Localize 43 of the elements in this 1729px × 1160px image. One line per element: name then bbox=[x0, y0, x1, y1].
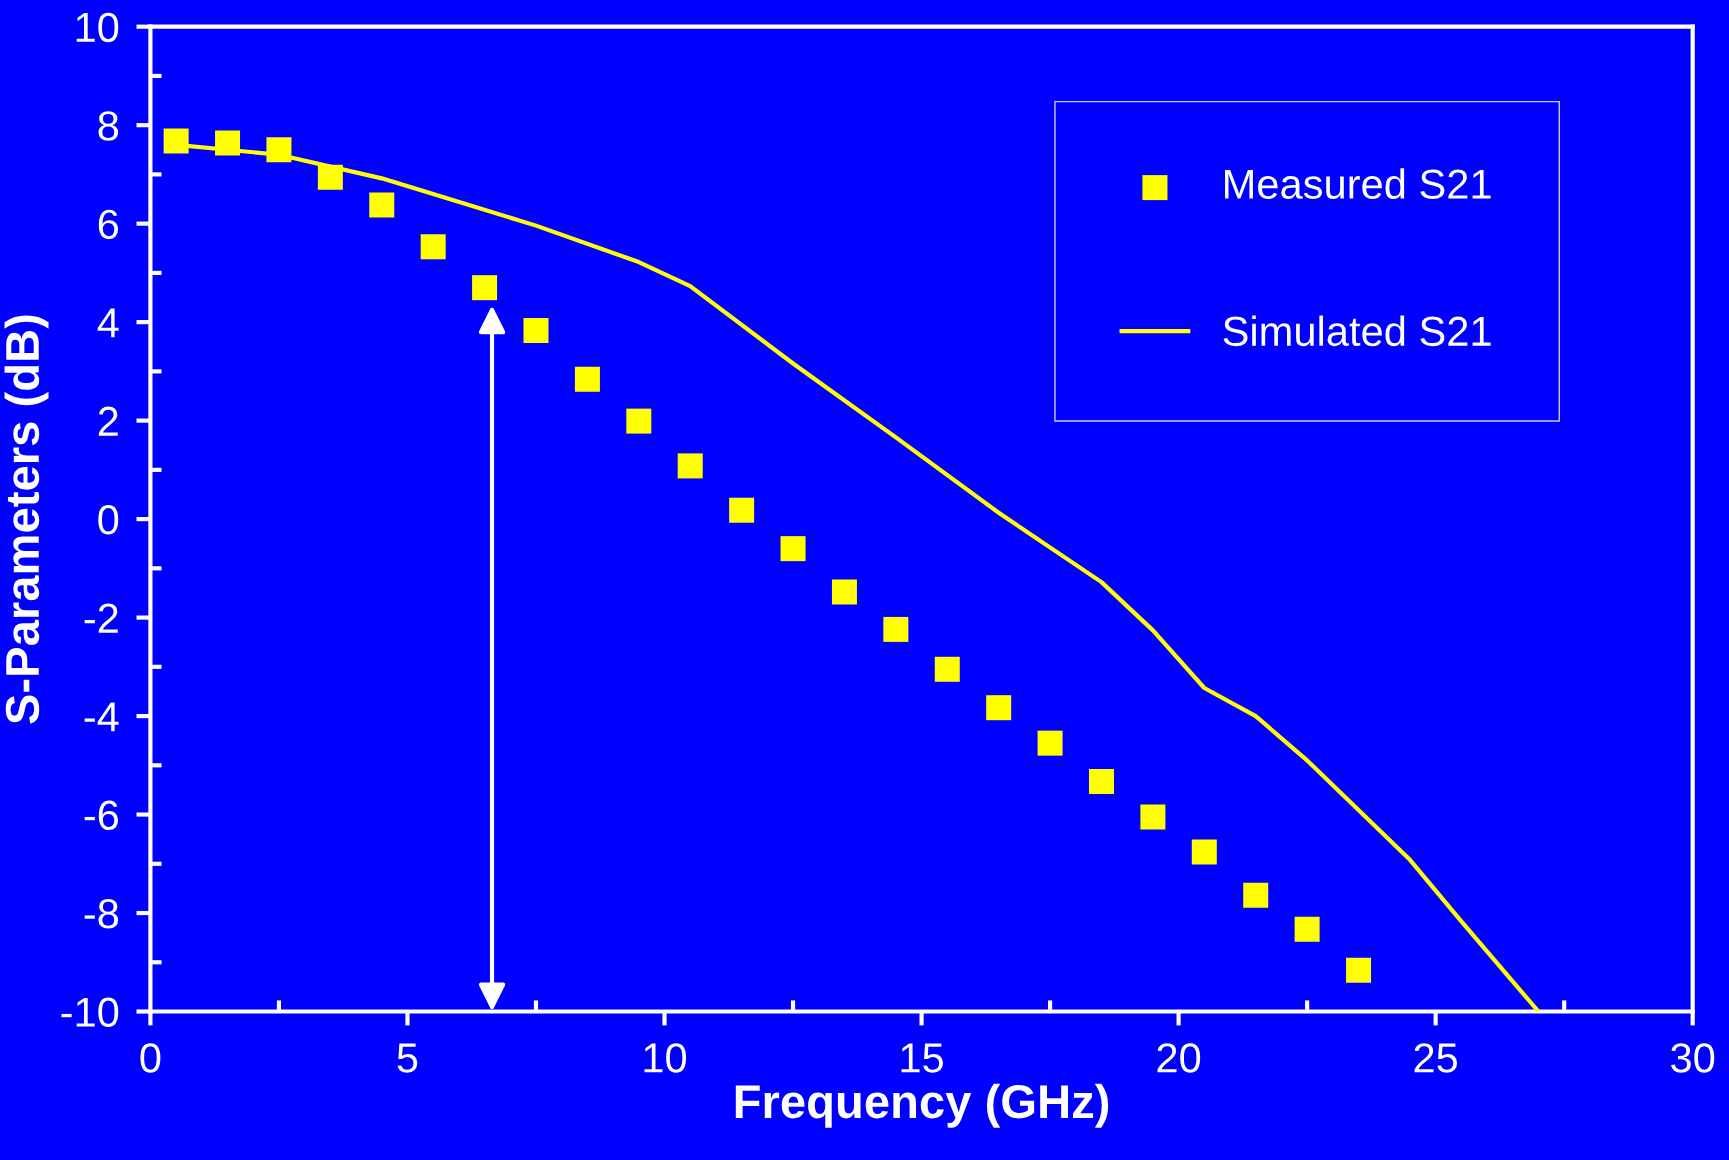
point bbox=[1346, 957, 1372, 983]
y-tick-label: -10 bbox=[61, 997, 119, 1028]
y-tick-label: 10 bbox=[76, 12, 119, 43]
y-tick-label: -4 bbox=[84, 702, 119, 732]
y-tick-label: -8 bbox=[84, 899, 119, 929]
x-tick-label: 15 bbox=[901, 1043, 943, 1073]
point bbox=[934, 656, 960, 682]
point bbox=[626, 408, 652, 434]
point bbox=[369, 192, 395, 218]
x-axis-title: Frequency (GHz) bbox=[735, 1083, 1109, 1128]
x-tick-label: 0 bbox=[140, 1043, 161, 1073]
point bbox=[831, 579, 857, 605]
point bbox=[420, 234, 446, 260]
x-tick-label: 5 bbox=[397, 1043, 418, 1073]
x-tick-label: 20 bbox=[1157, 1043, 1201, 1073]
point bbox=[574, 366, 600, 392]
point bbox=[780, 536, 806, 562]
point bbox=[1140, 804, 1166, 830]
point bbox=[677, 453, 703, 479]
point bbox=[883, 616, 909, 642]
point bbox=[1191, 839, 1217, 865]
x-tick-label: 10 bbox=[644, 1043, 687, 1073]
legend-label: Simulated S21 bbox=[1223, 315, 1491, 347]
point bbox=[986, 695, 1012, 721]
point bbox=[1088, 769, 1114, 795]
y-tick-label: 6 bbox=[98, 209, 119, 240]
point bbox=[472, 275, 498, 301]
y-tick-label: 4 bbox=[97, 308, 119, 338]
y-tick-label: 0 bbox=[98, 505, 119, 535]
point bbox=[523, 318, 549, 343]
point bbox=[1243, 882, 1269, 908]
point bbox=[729, 497, 755, 523]
point bbox=[1294, 916, 1320, 942]
legend-label: Measured S21 bbox=[1225, 168, 1491, 199]
x-tick-label: 25 bbox=[1414, 1043, 1458, 1073]
y-tick-label: -6 bbox=[84, 800, 119, 831]
point bbox=[1037, 730, 1063, 756]
y-tick-label: 8 bbox=[98, 111, 119, 141]
y-tick-label: 2 bbox=[98, 406, 118, 436]
y-axis-title: S-Parameters (dB) bbox=[4, 315, 49, 724]
x-tick-label: 30 bbox=[1671, 1043, 1715, 1073]
y-tick-label: -2 bbox=[84, 603, 118, 633]
point bbox=[163, 128, 189, 154]
